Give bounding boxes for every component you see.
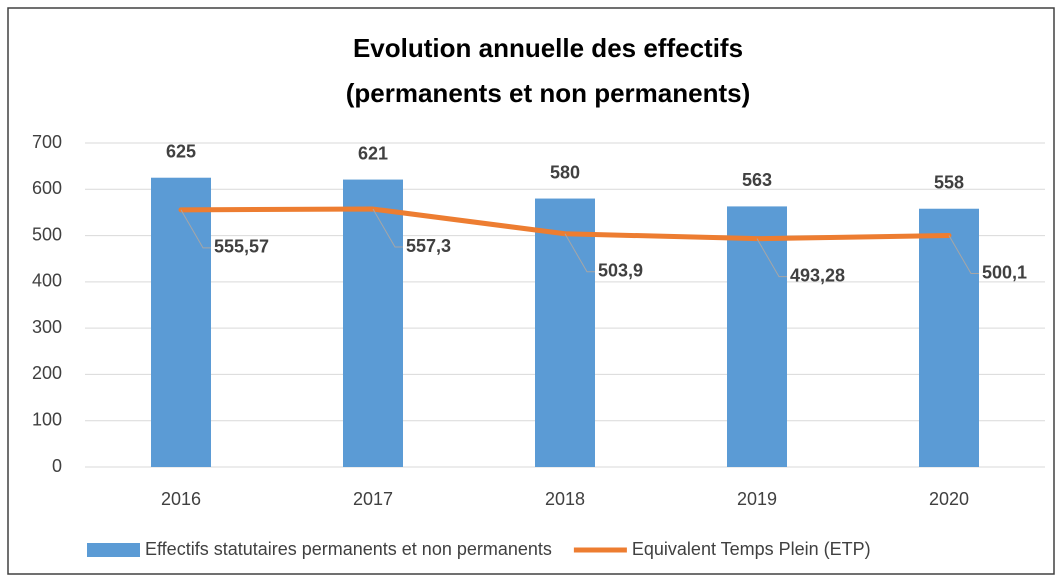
bar-label: 621: [358, 143, 388, 163]
leader-line: [180, 209, 211, 249]
x-tick-label: 2017: [353, 489, 393, 509]
y-tick-label: 400: [32, 271, 62, 291]
legend-label: Equivalent Temps Plein (ETP): [632, 539, 871, 559]
bar: [343, 179, 403, 467]
leader-line: [372, 208, 403, 248]
bar-label: 580: [550, 162, 580, 182]
y-tick-label: 200: [32, 363, 62, 383]
line-label: 503,9: [598, 261, 643, 281]
y-tick-label: 0: [52, 456, 62, 476]
line-label: 493,28: [790, 265, 845, 285]
y-tick-label: 300: [32, 317, 62, 337]
leader-line: [756, 238, 787, 278]
bar: [151, 177, 211, 467]
leader-line: [948, 235, 979, 275]
line-label: 557,3: [406, 236, 451, 256]
y-tick-label: 600: [32, 178, 62, 198]
y-tick-label: 100: [32, 409, 62, 429]
chart-title: (permanents et non permanents): [346, 78, 751, 108]
bar-label: 558: [934, 172, 964, 192]
y-tick-label: 700: [32, 132, 62, 152]
bar: [919, 208, 979, 467]
line-label: 555,57: [214, 237, 269, 257]
line-label: 500,1: [982, 262, 1027, 282]
bar: [727, 206, 787, 467]
leader-line: [564, 233, 595, 273]
legend-label: Effectifs statutaires permanents et non …: [145, 539, 552, 559]
chart-title: Evolution annuelle des effectifs: [353, 33, 743, 63]
bar: [535, 198, 595, 468]
y-tick-label: 500: [32, 224, 62, 244]
x-tick-label: 2020: [929, 489, 969, 509]
bar-label: 563: [742, 170, 772, 190]
x-tick-label: 2018: [545, 489, 585, 509]
legend-swatch: [87, 543, 140, 557]
x-tick-label: 2016: [161, 489, 201, 509]
x-tick-label: 2019: [737, 489, 777, 509]
bar-label: 625: [166, 141, 196, 161]
